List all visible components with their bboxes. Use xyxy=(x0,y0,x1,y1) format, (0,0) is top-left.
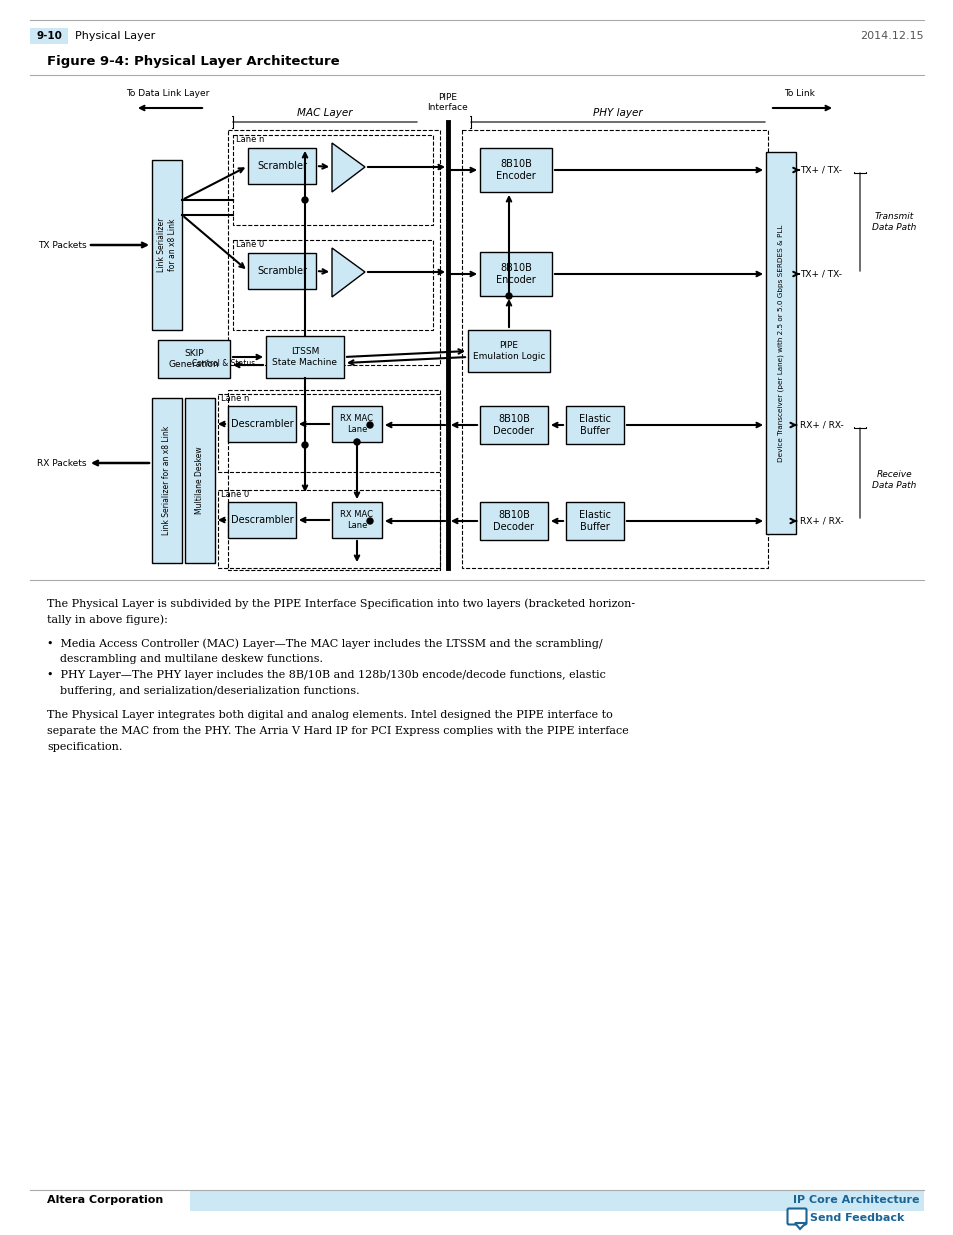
Bar xyxy=(332,406,381,442)
Bar xyxy=(185,398,214,563)
Polygon shape xyxy=(332,248,365,296)
Bar xyxy=(158,340,230,378)
Text: Lane 0: Lane 0 xyxy=(221,490,249,499)
Text: Descrambler: Descrambler xyxy=(231,515,293,525)
Bar xyxy=(248,148,315,184)
Bar xyxy=(228,406,295,442)
Text: Altera Corporation: Altera Corporation xyxy=(47,1195,163,1205)
Text: TX+ / TX-: TX+ / TX- xyxy=(800,165,841,174)
Bar xyxy=(468,330,550,372)
Text: TX Packets: TX Packets xyxy=(38,241,87,249)
Circle shape xyxy=(367,517,373,524)
Circle shape xyxy=(302,198,308,203)
Text: PIPE
Emulation Logic: PIPE Emulation Logic xyxy=(473,341,544,361)
Text: TX+ / TX-: TX+ / TX- xyxy=(800,269,841,279)
Bar xyxy=(479,148,552,191)
Text: PIPE
Interface: PIPE Interface xyxy=(427,93,468,112)
Text: RX Packets: RX Packets xyxy=(37,458,87,468)
Bar xyxy=(228,130,439,366)
Text: 8B10B
Decoder: 8B10B Decoder xyxy=(493,510,534,532)
Bar xyxy=(228,501,295,538)
Bar xyxy=(218,394,439,472)
Text: IP Core Architecture: IP Core Architecture xyxy=(793,1195,919,1205)
Circle shape xyxy=(505,293,512,299)
Bar xyxy=(479,252,552,296)
Text: Physical Layer: Physical Layer xyxy=(75,31,155,41)
Text: RX+ / RX-: RX+ / RX- xyxy=(800,516,842,526)
Bar xyxy=(565,501,623,540)
Text: Figure 9-4: Physical Layer Architecture: Figure 9-4: Physical Layer Architecture xyxy=(47,56,339,68)
Text: 8B10B
Encoder: 8B10B Encoder xyxy=(496,263,536,285)
Text: Multilane Deskew: Multilane Deskew xyxy=(195,447,204,514)
Text: Lane 0: Lane 0 xyxy=(235,240,264,249)
Text: To Data Link Layer: To Data Link Layer xyxy=(126,89,210,98)
Text: Scrambler: Scrambler xyxy=(256,161,307,170)
Text: MAC Layer: MAC Layer xyxy=(297,107,353,119)
Bar xyxy=(218,490,439,568)
Text: RX MAC
Lane: RX MAC Lane xyxy=(340,510,374,530)
Polygon shape xyxy=(794,1223,805,1229)
Text: Control & Status: Control & Status xyxy=(193,359,255,368)
Bar xyxy=(152,161,182,330)
Text: 8B10B
Decoder: 8B10B Decoder xyxy=(493,414,534,436)
Circle shape xyxy=(367,422,373,429)
Text: Elastic
Buffer: Elastic Buffer xyxy=(578,510,610,532)
Text: Transmit
Data Path: Transmit Data Path xyxy=(871,212,916,232)
Bar xyxy=(233,240,433,330)
Bar xyxy=(152,398,182,563)
Text: buffering, and serialization/deserialization functions.: buffering, and serialization/deserializa… xyxy=(60,685,359,697)
Bar xyxy=(765,152,795,534)
Text: Receive
Data Path: Receive Data Path xyxy=(871,471,916,490)
Text: 9-10: 9-10 xyxy=(36,31,62,41)
FancyBboxPatch shape xyxy=(786,1209,805,1224)
Bar xyxy=(332,501,381,538)
Circle shape xyxy=(354,438,359,445)
Polygon shape xyxy=(332,143,365,191)
Text: RX MAC
Lane: RX MAC Lane xyxy=(340,414,374,433)
Text: Descrambler: Descrambler xyxy=(231,419,293,429)
Bar xyxy=(248,253,315,289)
Text: tally in above figure):: tally in above figure): xyxy=(47,614,168,625)
Bar xyxy=(479,501,547,540)
Bar xyxy=(190,1191,923,1212)
Bar xyxy=(461,130,767,568)
Text: Elastic
Buffer: Elastic Buffer xyxy=(578,414,610,436)
Bar xyxy=(479,406,547,445)
Text: 8B10B
Encoder: 8B10B Encoder xyxy=(496,159,536,180)
Text: Scrambler: Scrambler xyxy=(256,266,307,275)
Bar xyxy=(30,28,68,44)
Bar xyxy=(266,336,344,378)
Bar xyxy=(233,135,433,225)
Bar xyxy=(565,406,623,445)
Text: •  PHY Layer—The PHY layer includes the 8B/10B and 128b/130b encode/decode funct: • PHY Layer—The PHY layer includes the 8… xyxy=(47,671,605,680)
Text: Lane n: Lane n xyxy=(221,394,249,403)
Text: The Physical Layer is subdivided by the PIPE Interface Specification into two la: The Physical Layer is subdivided by the … xyxy=(47,598,635,609)
Text: separate the MAC from the PHY. The Arria V Hard IP for PCI Express complies with: separate the MAC from the PHY. The Arria… xyxy=(47,726,628,736)
Text: Link Serializer for an x8 Link: Link Serializer for an x8 Link xyxy=(162,426,172,535)
Bar xyxy=(228,390,439,571)
Text: specification.: specification. xyxy=(47,742,122,752)
Text: RX+ / RX-: RX+ / RX- xyxy=(800,420,842,430)
Text: To Link: To Link xyxy=(783,89,815,98)
Text: LTSSM
State Machine: LTSSM State Machine xyxy=(273,347,337,367)
Text: 2014.12.15: 2014.12.15 xyxy=(860,31,923,41)
Text: descrambling and multilane deskew functions.: descrambling and multilane deskew functi… xyxy=(60,655,323,664)
Text: Lane n: Lane n xyxy=(235,135,264,144)
Text: Device Transceiver (per Lane) with 2.5 or 5.0 Gbps SERDES & PLL: Device Transceiver (per Lane) with 2.5 o… xyxy=(777,225,783,462)
Text: •  Media Access Controller (MAC) Layer—The MAC layer includes the LTSSM and the : • Media Access Controller (MAC) Layer—Th… xyxy=(47,638,602,648)
Text: The Physical Layer integrates both digital and analog elements. Intel designed t: The Physical Layer integrates both digit… xyxy=(47,710,612,720)
Text: PHY layer: PHY layer xyxy=(593,107,642,119)
Text: SKIP
Generation: SKIP Generation xyxy=(169,350,219,369)
Text: Send Feedback: Send Feedback xyxy=(809,1213,903,1223)
Text: Link Serializer
for an x8 Link: Link Serializer for an x8 Link xyxy=(157,217,176,272)
Circle shape xyxy=(302,442,308,448)
